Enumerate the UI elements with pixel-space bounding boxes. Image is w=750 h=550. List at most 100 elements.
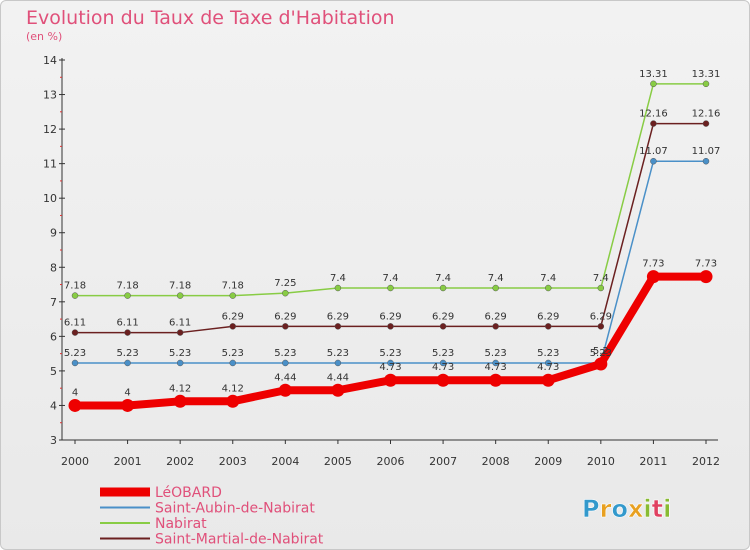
y-tick-label: 7: [50, 296, 57, 309]
data-label-nabirat: 13.31: [692, 69, 721, 80]
data-point-nabirat: [71, 292, 79, 299]
data-point-leobard: [331, 383, 345, 397]
data-label-leobard: 4.44: [274, 372, 296, 383]
data-point-saint-martial-de-nabirat: [597, 323, 605, 330]
data-point-saint-martial-de-nabirat: [334, 323, 342, 330]
data-label-nabirat: 7.4: [330, 273, 346, 284]
data-label-nabirat: 7.4: [435, 273, 451, 284]
data-label-saint-aubin-de-nabirat: 5.23: [222, 348, 244, 359]
data-label-leobard: 4.73: [379, 362, 401, 373]
data-label-saint-martial-de-nabirat: 6.29: [537, 311, 559, 322]
y-tick-label: 11: [43, 158, 57, 171]
data-label-saint-aubin-de-nabirat: 5.23: [537, 348, 559, 359]
data-point-leobard: [68, 398, 82, 412]
data-label-leobard: 7.73: [642, 259, 664, 270]
data-label-saint-martial-de-nabirat: 6.11: [116, 318, 138, 329]
data-point-saint-aubin-de-nabirat: [545, 359, 552, 367]
data-point-leobard: [226, 394, 240, 408]
data-label-leobard: 5.2: [593, 346, 609, 357]
data-label-saint-aubin-de-nabirat: 5.23: [590, 348, 612, 359]
data-point-nabirat: [702, 80, 710, 88]
data-label-leobard: 4.44: [327, 372, 349, 383]
y-tick-label: 9: [50, 227, 57, 240]
data-point-nabirat: [650, 80, 657, 88]
data-point-saint-aubin-de-nabirat: [282, 359, 289, 367]
data-point-saint-martial-de-nabirat: [176, 329, 184, 336]
y-tick-label: 13: [43, 89, 57, 102]
y-tick-label: 10: [43, 192, 57, 205]
data-label-nabirat: 7.18: [169, 281, 191, 292]
y-tick-label: 8: [50, 261, 57, 274]
data-label-saint-martial-de-nabirat: 6.11: [169, 318, 191, 329]
data-point-saint-martial-de-nabirat: [71, 329, 79, 336]
data-point-saint-aubin-de-nabirat: [387, 359, 394, 367]
data-label-saint-martial-de-nabirat: 6.29: [485, 311, 507, 322]
data-label-nabirat: 7.25: [274, 278, 296, 289]
data-label-saint-aubin-de-nabirat: 5.23: [116, 348, 138, 359]
data-point-nabirat: [229, 292, 236, 299]
data-label-leobard: 4: [72, 387, 78, 398]
axes: 3 4 5 6 7 8 9 10 11 12 13 14 2000 2001 2002 2003 2004 200…: [43, 54, 720, 468]
series-line-nabirat: [74, 83, 707, 297]
data-label-saint-aubin-de-nabirat: 5.23: [169, 348, 191, 359]
data-label-nabirat: 7.4: [593, 273, 609, 284]
chart-subtitle: (en %): [26, 30, 62, 43]
data-point-leobard: [489, 373, 503, 387]
data-point-nabirat: [597, 284, 605, 292]
data-point-saint-aubin-de-nabirat: [702, 157, 710, 165]
data-point-leobard: [278, 383, 292, 397]
data-point-saint-aubin-de-nabirat: [650, 157, 657, 165]
data-point-leobard: [436, 373, 450, 387]
data-point-saint-martial-de-nabirat: [492, 323, 499, 330]
data-point-saint-martial-de-nabirat: [650, 120, 657, 127]
data-label-leobard: 7.73: [695, 259, 717, 270]
chart-title: Evolution du Taux de Taxe d'Habitation: [26, 7, 395, 29]
data-point-saint-martial-de-nabirat: [702, 120, 710, 127]
data-label-saint-aubin-de-nabirat: 11.07: [639, 146, 668, 157]
data-point-leobard: [699, 270, 713, 284]
data-point-nabirat: [545, 284, 552, 292]
data-point-nabirat: [387, 284, 394, 292]
x-tick-label: 2012: [692, 455, 720, 468]
x-tick-label: 2011: [639, 455, 667, 468]
x-tick-label: 2000: [61, 455, 89, 468]
data-point-saint-aubin-de-nabirat: [176, 359, 184, 367]
data-label-saint-aubin-de-nabirat: 5.23: [64, 348, 86, 359]
x-tick-label: 2003: [219, 455, 247, 468]
data-point-leobard: [384, 373, 397, 387]
x-tick-label: 2007: [429, 455, 457, 468]
data-label-nabirat: 7.4: [488, 273, 504, 284]
data-label-saint-aubin-de-nabirat: 11.07: [692, 146, 721, 157]
y-tick-label: 3: [50, 434, 57, 447]
data-point-nabirat: [124, 292, 131, 299]
data-label-saint-martial-de-nabirat: 6.29: [379, 311, 401, 322]
data-point-saint-martial-de-nabirat: [229, 323, 236, 330]
data-label-saint-aubin-de-nabirat: 5.23: [379, 348, 401, 359]
data-label-nabirat: 7.4: [540, 273, 556, 284]
data-point-leobard: [121, 398, 135, 412]
x-tick-label: 2002: [166, 455, 194, 468]
data-point-nabirat: [282, 289, 289, 297]
data-label-saint-martial-de-nabirat: 6.29: [274, 311, 296, 322]
series-line-saint-martial-de-nabirat: [74, 122, 707, 334]
data-point-saint-martial-de-nabirat: [387, 323, 394, 330]
data-label-saint-aubin-de-nabirat: 5.23: [432, 348, 454, 359]
data-label-nabirat: 7.18: [116, 281, 138, 292]
data-label-saint-aubin-de-nabirat: 5.23: [327, 348, 349, 359]
data-labels: 5.23 5.23 5.23 5.23 5.23 5.23 5.23 5.23 5.23 5.23…: [64, 69, 720, 399]
proxiti-logo: Proxiti: [582, 495, 672, 524]
logo-text: Proxiti: [582, 495, 671, 523]
y-tick-label: 6: [50, 330, 57, 343]
x-tick-label: 2006: [377, 455, 405, 468]
data-label-leobard: 4.12: [222, 383, 244, 394]
x-tick-label: 2008: [482, 455, 510, 468]
data-point-saint-aubin-de-nabirat: [492, 359, 499, 367]
y-tick-label: 4: [50, 399, 57, 412]
data-label-saint-martial-de-nabirat: 6.29: [432, 311, 454, 322]
y-tick-label: 5: [50, 365, 57, 378]
data-point-nabirat: [334, 284, 342, 292]
legend-label-nabirat: Nabirat: [155, 516, 207, 532]
data-label-nabirat: 13.31: [639, 69, 668, 80]
